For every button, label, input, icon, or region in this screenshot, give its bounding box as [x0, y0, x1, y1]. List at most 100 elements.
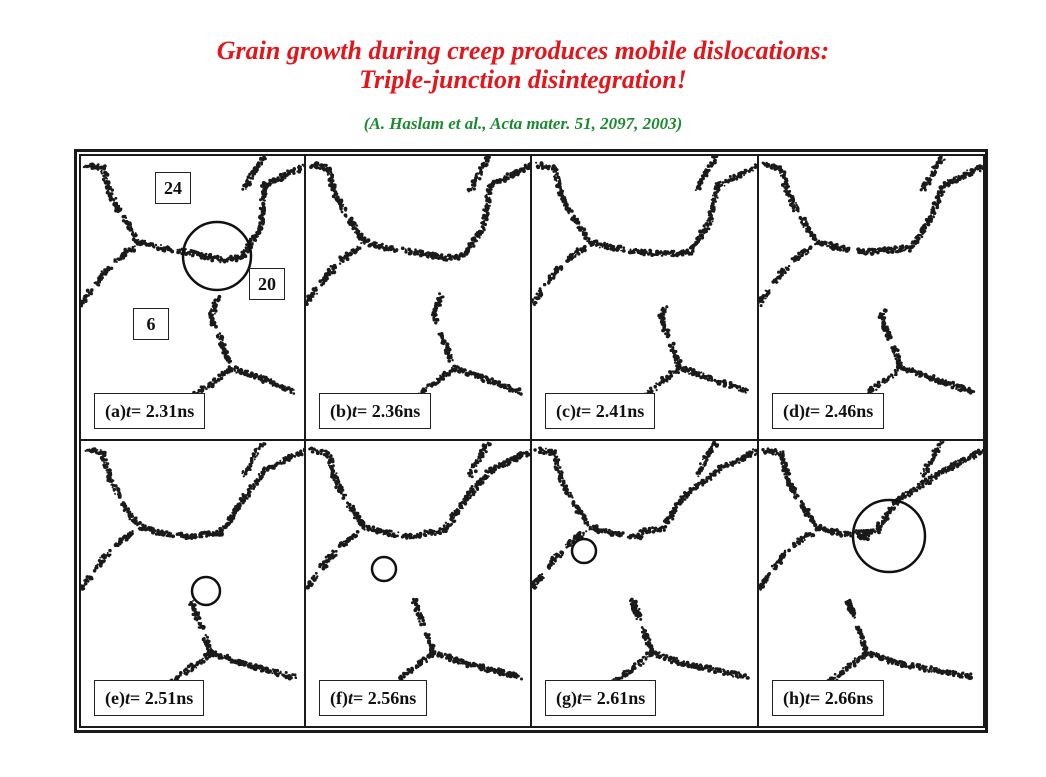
boundary-atom [540, 162, 544, 166]
boundary-atom [216, 299, 218, 302]
boundary-atom [277, 176, 280, 179]
boundary-atom [876, 380, 881, 385]
boundary-atom [408, 252, 412, 256]
boundary-atom [162, 531, 166, 535]
boundary-atom [935, 164, 939, 168]
boundary-atom [195, 666, 198, 669]
boundary-atom [134, 232, 137, 235]
boundary-atom [487, 471, 490, 474]
boundary-atom [801, 251, 805, 255]
boundary-atom [667, 252, 671, 255]
boundary-atom [690, 368, 695, 373]
boundary-atom [578, 228, 582, 232]
boundary-atom [451, 255, 454, 258]
boundary-atom [711, 194, 714, 197]
boundary-atom [206, 530, 211, 535]
boundary-atom [210, 653, 215, 658]
boundary-atom [444, 348, 447, 351]
boundary-atom [966, 169, 969, 172]
boundary-atom [84, 583, 87, 586]
boundary-atom [450, 522, 453, 526]
boundary-atom [171, 534, 175, 539]
boundary-atom [942, 382, 947, 386]
boundary-atom [154, 243, 158, 247]
boundary-atom [483, 219, 486, 223]
boundary-atom [262, 466, 266, 470]
boundary-atom [284, 671, 288, 674]
boundary-atom [891, 376, 895, 379]
boundary-atom [109, 198, 112, 202]
boundary-atom [350, 510, 353, 513]
boundary-atom [889, 246, 893, 250]
boundary-atom [262, 211, 266, 215]
boundary-atom [939, 185, 943, 189]
boundary-atom [306, 298, 309, 301]
slide-title-line1: Grain growth during creep produces mobil… [216, 36, 830, 65]
boundary-atom [668, 344, 673, 348]
boundary-atom [815, 238, 818, 241]
boundary-atom [885, 378, 889, 382]
boundary-atom [905, 370, 909, 374]
boundary-atom [143, 239, 147, 243]
boundary-atom [212, 322, 215, 325]
boundary-atom [662, 324, 667, 328]
boundary-atom [962, 174, 967, 179]
boundary-atom [650, 253, 655, 257]
boundary-atom [225, 371, 229, 375]
boundary-atom [113, 487, 116, 491]
boundary-atom [113, 258, 117, 262]
boundary-atom [696, 371, 701, 376]
boundary-atom [513, 172, 518, 177]
boundary-atom [112, 198, 115, 201]
boundary-atom [779, 172, 781, 174]
simulation-figure: 24 20 6 (a) t = 2.31ns (b) t = 2.36ns (c… [74, 149, 988, 733]
boundary-atom [128, 228, 132, 232]
boundary-atom [359, 232, 364, 237]
boundary-atom [553, 272, 557, 276]
boundary-atom [219, 261, 222, 264]
boundary-atom [710, 209, 713, 213]
boundary-atom [249, 468, 252, 471]
boundary-atom [439, 374, 442, 377]
boundary-atom [227, 360, 231, 364]
boundary-atom [195, 663, 199, 667]
boundary-atom [900, 244, 905, 248]
boundary-atom [124, 216, 128, 219]
boundary-atom [107, 268, 109, 271]
boundary-atom [118, 539, 122, 542]
boundary-atom [658, 381, 662, 385]
boundary-atom [108, 266, 111, 269]
boundary-atom [744, 168, 748, 173]
boundary-atom [621, 249, 626, 253]
boundary-atom [339, 202, 343, 206]
boundary-atom [205, 534, 209, 538]
boundary-atom [223, 258, 226, 261]
boundary-atom [480, 229, 483, 233]
boundary-atom [220, 372, 225, 377]
boundary-atom [471, 242, 474, 245]
boundary-atom [395, 248, 399, 252]
boundary-atom [296, 451, 299, 453]
boundary-atom [239, 662, 243, 666]
boundary-atom [660, 375, 665, 380]
boundary-atom [876, 384, 881, 389]
boundary-atom [225, 358, 229, 362]
boundary-atom [538, 294, 541, 297]
boundary-atom [659, 250, 663, 253]
boundary-atom [476, 172, 479, 175]
boundary-atom [737, 389, 741, 392]
boundary-atom [390, 535, 393, 538]
boundary-atom [485, 162, 489, 167]
boundary-atom [259, 156, 263, 161]
boundary-atom [929, 218, 932, 222]
boundary-atom [469, 187, 473, 192]
boundary-atom [330, 270, 335, 275]
boundary-atom [891, 349, 894, 353]
boundary-atom [502, 386, 506, 390]
panel-c: (c) t = 2.41ns [530, 154, 759, 441]
boundary-atom [251, 460, 254, 463]
boundary-atom [334, 193, 338, 196]
boundary-atom [93, 281, 96, 285]
boundary-atom [723, 380, 727, 385]
boundary-atom [932, 376, 935, 379]
